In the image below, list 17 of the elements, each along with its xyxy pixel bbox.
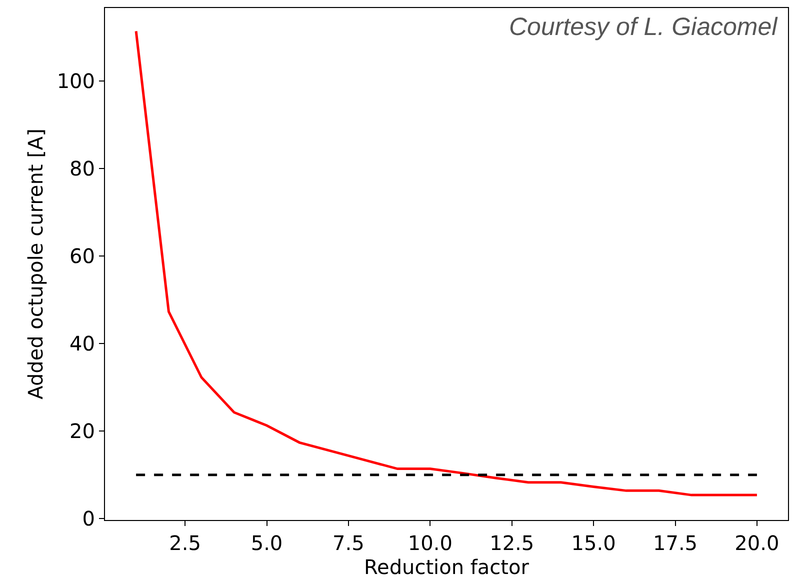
x-tick-label: 5.0 <box>250 531 283 555</box>
y-tick-label: 20 <box>70 419 95 444</box>
y-tick-label: 80 <box>70 156 95 181</box>
x-tick-label: 20.0 <box>734 531 780 555</box>
y-axis-title: Added octupole current [A] <box>23 128 48 400</box>
x-tick-label: 17.5 <box>652 531 698 555</box>
y-tick-label: 60 <box>70 244 95 268</box>
x-tick-label: 15.0 <box>571 531 616 555</box>
y-tick-label: 40 <box>70 332 95 356</box>
x-tick-label: 12.5 <box>490 531 534 555</box>
x-tick-label: 10.0 <box>408 531 452 555</box>
annotation: Courtesy of L. Giacomel <box>509 13 779 41</box>
y-tick-label: 100 <box>56 69 95 94</box>
x-tick-label: 7.5 <box>332 531 364 555</box>
x-tick-label: 2.5 <box>169 531 201 555</box>
y-tick-label: 0 <box>82 506 95 531</box>
x-axis-title: Reduction factor <box>364 555 530 579</box>
